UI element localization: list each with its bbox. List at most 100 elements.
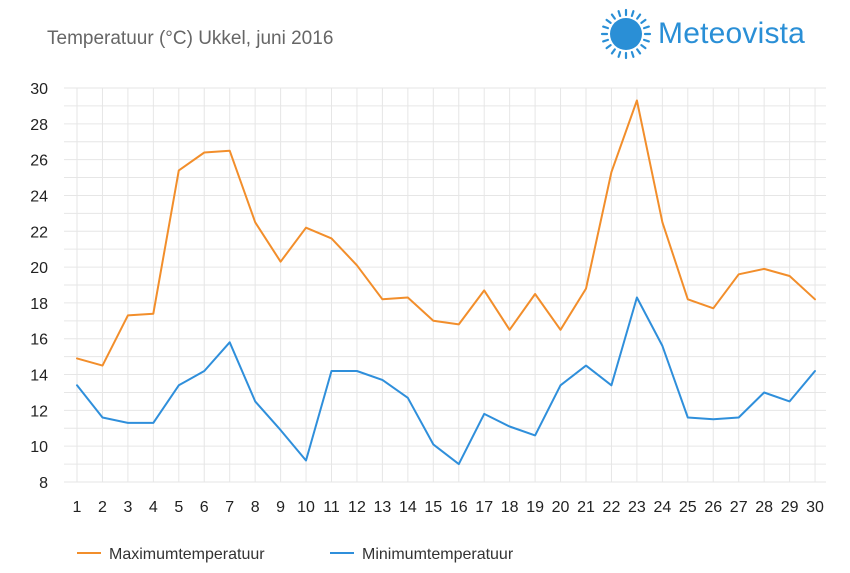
data-point (557, 382, 564, 389)
brand-name: Meteovista (658, 17, 806, 50)
data-point (226, 147, 233, 154)
x-tick-label: 21 (577, 499, 595, 516)
x-tick-label: 17 (475, 499, 493, 516)
data-point (735, 271, 742, 278)
data-point (353, 367, 360, 374)
y-axis-ticks: 30 28 26 24 22 20 18 16 14 12 10 8 (30, 81, 48, 492)
data-point (74, 355, 81, 362)
data-point (379, 296, 386, 303)
data-point (455, 321, 462, 328)
x-tick-label: 16 (450, 499, 468, 516)
x-tick-label: 11 (323, 499, 340, 516)
data-point (684, 296, 691, 303)
data-point (328, 235, 335, 242)
data-point (532, 432, 539, 439)
brand-logo[interactable]: Meteovista (600, 8, 805, 60)
x-tick-label: 10 (297, 499, 315, 516)
data-point (277, 427, 284, 434)
data-point (175, 167, 182, 174)
data-point (124, 312, 131, 319)
data-point (99, 362, 106, 369)
x-tick-label: 3 (123, 499, 132, 516)
data-point (583, 362, 590, 369)
data-point (404, 294, 411, 301)
x-tick-label: 15 (424, 499, 442, 516)
x-tick-label: 20 (552, 499, 570, 516)
data-point (150, 419, 157, 426)
data-point (277, 258, 284, 265)
max-temperature-line (76, 99, 816, 367)
x-tick-label: 25 (679, 499, 697, 516)
data-point (532, 290, 539, 297)
x-tick-label: 26 (704, 499, 722, 516)
data-point (761, 389, 768, 396)
data-point (812, 296, 819, 303)
data-point (812, 367, 819, 374)
y-tick-label: 22 (30, 224, 48, 241)
data-point (430, 317, 437, 324)
y-tick-label: 20 (30, 260, 48, 277)
data-point (481, 287, 488, 294)
data-point (684, 414, 691, 421)
grid (64, 87, 826, 483)
x-tick-label: 29 (781, 499, 799, 516)
x-tick-label: 19 (526, 499, 544, 516)
data-point (201, 367, 208, 374)
y-tick-label: 28 (30, 117, 48, 134)
data-point (74, 382, 81, 389)
x-tick-label: 30 (806, 499, 824, 516)
series-lines (74, 97, 819, 466)
x-tick-label: 7 (225, 499, 234, 516)
x-tick-label: 14 (399, 499, 417, 516)
data-point (175, 382, 182, 389)
data-point (608, 169, 615, 176)
data-point (557, 326, 564, 333)
x-tick-label: 2 (98, 499, 107, 516)
x-tick-label: 18 (501, 499, 519, 516)
chart-title: Temperatuur (°C) Ukkel, juni 2016 (47, 28, 334, 49)
data-point (124, 419, 131, 426)
x-tick-label: 23 (628, 499, 646, 516)
legend: Maximumtemperatuur Minimumtemperatuur (77, 546, 514, 563)
data-point (226, 339, 233, 346)
data-point (761, 265, 768, 272)
data-point (99, 414, 106, 421)
data-point (659, 342, 666, 349)
min-temperature-line (76, 296, 816, 466)
y-tick-label: 10 (30, 439, 48, 456)
legend-item: Minimumtemperatuur (330, 546, 514, 563)
x-tick-label: 12 (348, 499, 366, 516)
data-point (710, 416, 717, 423)
y-tick-label: 8 (39, 475, 48, 492)
sun-icon (600, 8, 652, 60)
y-tick-label: 24 (30, 188, 48, 205)
data-point (659, 219, 666, 226)
legend-label: Maximumtemperatuur (109, 546, 265, 563)
data-point (633, 97, 640, 104)
data-point (328, 367, 335, 374)
data-point (404, 394, 411, 401)
x-tick-label: 5 (174, 499, 183, 516)
y-tick-label: 16 (30, 332, 48, 349)
data-point (735, 414, 742, 421)
data-point (353, 262, 360, 269)
data-point (303, 457, 310, 464)
y-tick-label: 18 (30, 296, 48, 313)
data-point (633, 294, 640, 301)
data-point (786, 398, 793, 405)
data-point (303, 224, 310, 231)
data-point (786, 273, 793, 280)
data-point (583, 285, 590, 292)
data-point (252, 219, 259, 226)
x-tick-label: 8 (251, 499, 260, 516)
y-tick-label: 12 (30, 403, 48, 420)
x-tick-label: 4 (149, 499, 158, 516)
data-point (506, 423, 513, 430)
x-axis-ticks: 1 2 3 4 5 6 7 8 9 10 11 12 13 14 15 16 17 18 19 20 21 22 23 24 2… (73, 499, 825, 516)
y-tick-label: 14 (30, 368, 48, 385)
data-point (430, 441, 437, 448)
data-point (710, 305, 717, 312)
data-point (506, 326, 513, 333)
legend-item: Maximumtemperatuur (77, 546, 265, 563)
